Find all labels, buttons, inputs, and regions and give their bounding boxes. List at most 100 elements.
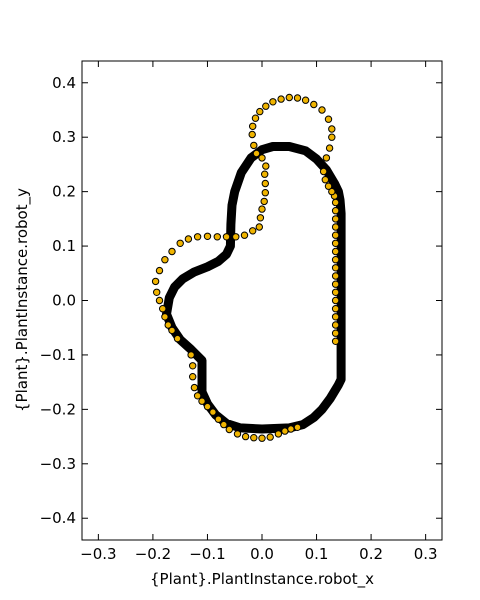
y-tick-label: −0.4 xyxy=(40,509,76,527)
scatter-point xyxy=(248,130,256,139)
scatter-point xyxy=(331,280,340,288)
scatter-point xyxy=(151,277,160,286)
scatter-point xyxy=(331,256,340,264)
scatter-point xyxy=(328,133,336,141)
scatter-point xyxy=(161,256,169,264)
y-tick-label: −0.3 xyxy=(40,455,76,473)
x-tick-label: 0.2 xyxy=(359,545,383,563)
scatter-point xyxy=(249,227,257,235)
scatter-point xyxy=(331,239,340,248)
y-tick-label: 0.3 xyxy=(52,128,76,146)
scatter-point xyxy=(155,266,164,275)
scatter-point xyxy=(324,182,333,190)
scatter-point xyxy=(251,114,260,122)
scatter-point xyxy=(331,207,340,215)
scatter-point xyxy=(164,321,172,329)
scatter-point xyxy=(255,223,263,231)
scatter-point xyxy=(331,247,340,256)
scatter-point xyxy=(233,430,242,438)
scatter-point xyxy=(213,233,222,241)
scatter-point xyxy=(159,305,167,313)
x-tick-label: −0.2 xyxy=(135,545,171,563)
scatter-point xyxy=(331,337,340,345)
scatter-point xyxy=(331,272,340,280)
scatter-point xyxy=(331,296,340,305)
scatter-point xyxy=(252,149,261,158)
scatter-point xyxy=(331,231,340,239)
scatter-point xyxy=(184,235,193,243)
scatter-point xyxy=(269,98,277,106)
scatter-point xyxy=(240,231,249,239)
scatter-point xyxy=(328,187,336,196)
x-tick-label: 0.1 xyxy=(305,545,329,563)
scatter-point xyxy=(193,392,202,400)
x-tick-label: −0.3 xyxy=(80,545,116,563)
y-tick-label: 0.1 xyxy=(52,237,76,255)
scatter-point xyxy=(232,233,240,241)
scatter-point xyxy=(261,189,269,197)
scatter-point xyxy=(249,122,257,131)
scatter-point xyxy=(258,434,266,442)
plot-frame xyxy=(81,60,443,541)
scatter-point xyxy=(173,334,182,343)
scatter-point xyxy=(176,239,184,248)
scatter-point xyxy=(321,176,329,184)
x-tick-label: −0.1 xyxy=(189,545,225,563)
scatter-point xyxy=(331,321,340,329)
scatter-point xyxy=(319,167,328,176)
scatter-point xyxy=(266,433,274,441)
scatter-point xyxy=(203,232,212,241)
y-tick-label: 0.2 xyxy=(52,183,76,201)
scatter-point xyxy=(250,141,258,150)
scatter-point xyxy=(287,425,295,433)
scatter-point xyxy=(318,106,326,114)
scatter-point xyxy=(331,313,340,321)
scatter-point xyxy=(331,288,340,296)
scatter-point xyxy=(168,247,176,256)
scatter-point xyxy=(285,93,293,102)
scatter-point xyxy=(220,420,228,429)
scatter-point xyxy=(310,100,318,109)
scatter-point xyxy=(331,264,340,272)
x-tick-label: 0.0 xyxy=(250,545,274,563)
y-tick-label: −0.2 xyxy=(40,400,76,418)
scatter-point xyxy=(293,423,302,431)
scatter-point xyxy=(187,351,195,359)
scatter-point xyxy=(222,233,231,241)
scatter-point xyxy=(241,432,250,441)
scatter-point xyxy=(258,205,266,213)
scatter-point xyxy=(261,179,269,188)
scatter-point xyxy=(331,198,340,207)
trajectory-line-series xyxy=(162,142,346,434)
scatter-point xyxy=(293,94,302,102)
scatter-point xyxy=(256,214,265,222)
scatter-point xyxy=(258,154,266,162)
scatter-point xyxy=(168,326,176,335)
scatter-point xyxy=(153,288,161,296)
scatter-point xyxy=(209,408,217,416)
scatter-point xyxy=(260,197,268,206)
scatter-point xyxy=(262,102,270,110)
y-tick-label: −0.1 xyxy=(40,346,76,364)
y-axis-label: {Plant}.PlantInstance.robot_y xyxy=(13,188,32,412)
x-tick-label: 0.3 xyxy=(414,545,438,563)
scatter-point xyxy=(203,402,212,411)
scatter-point xyxy=(189,362,197,370)
x-axis-label: {Plant}.PlantInstance.robot_x xyxy=(150,570,374,589)
scatter-point xyxy=(328,125,336,133)
scatter-point xyxy=(193,233,202,241)
scatter-point xyxy=(325,144,334,152)
scatter-point xyxy=(198,397,206,405)
scatter-point xyxy=(261,170,269,178)
scatter-point xyxy=(189,373,197,381)
scatter-point xyxy=(225,425,234,434)
scatter-point xyxy=(324,115,333,123)
scatter-point xyxy=(274,430,283,438)
scatter-point xyxy=(331,215,340,223)
scatter-point xyxy=(331,329,340,337)
scatter-point xyxy=(161,313,169,321)
scatter-point xyxy=(262,162,270,170)
scatter-point xyxy=(155,296,164,305)
scatter-point xyxy=(277,95,285,103)
